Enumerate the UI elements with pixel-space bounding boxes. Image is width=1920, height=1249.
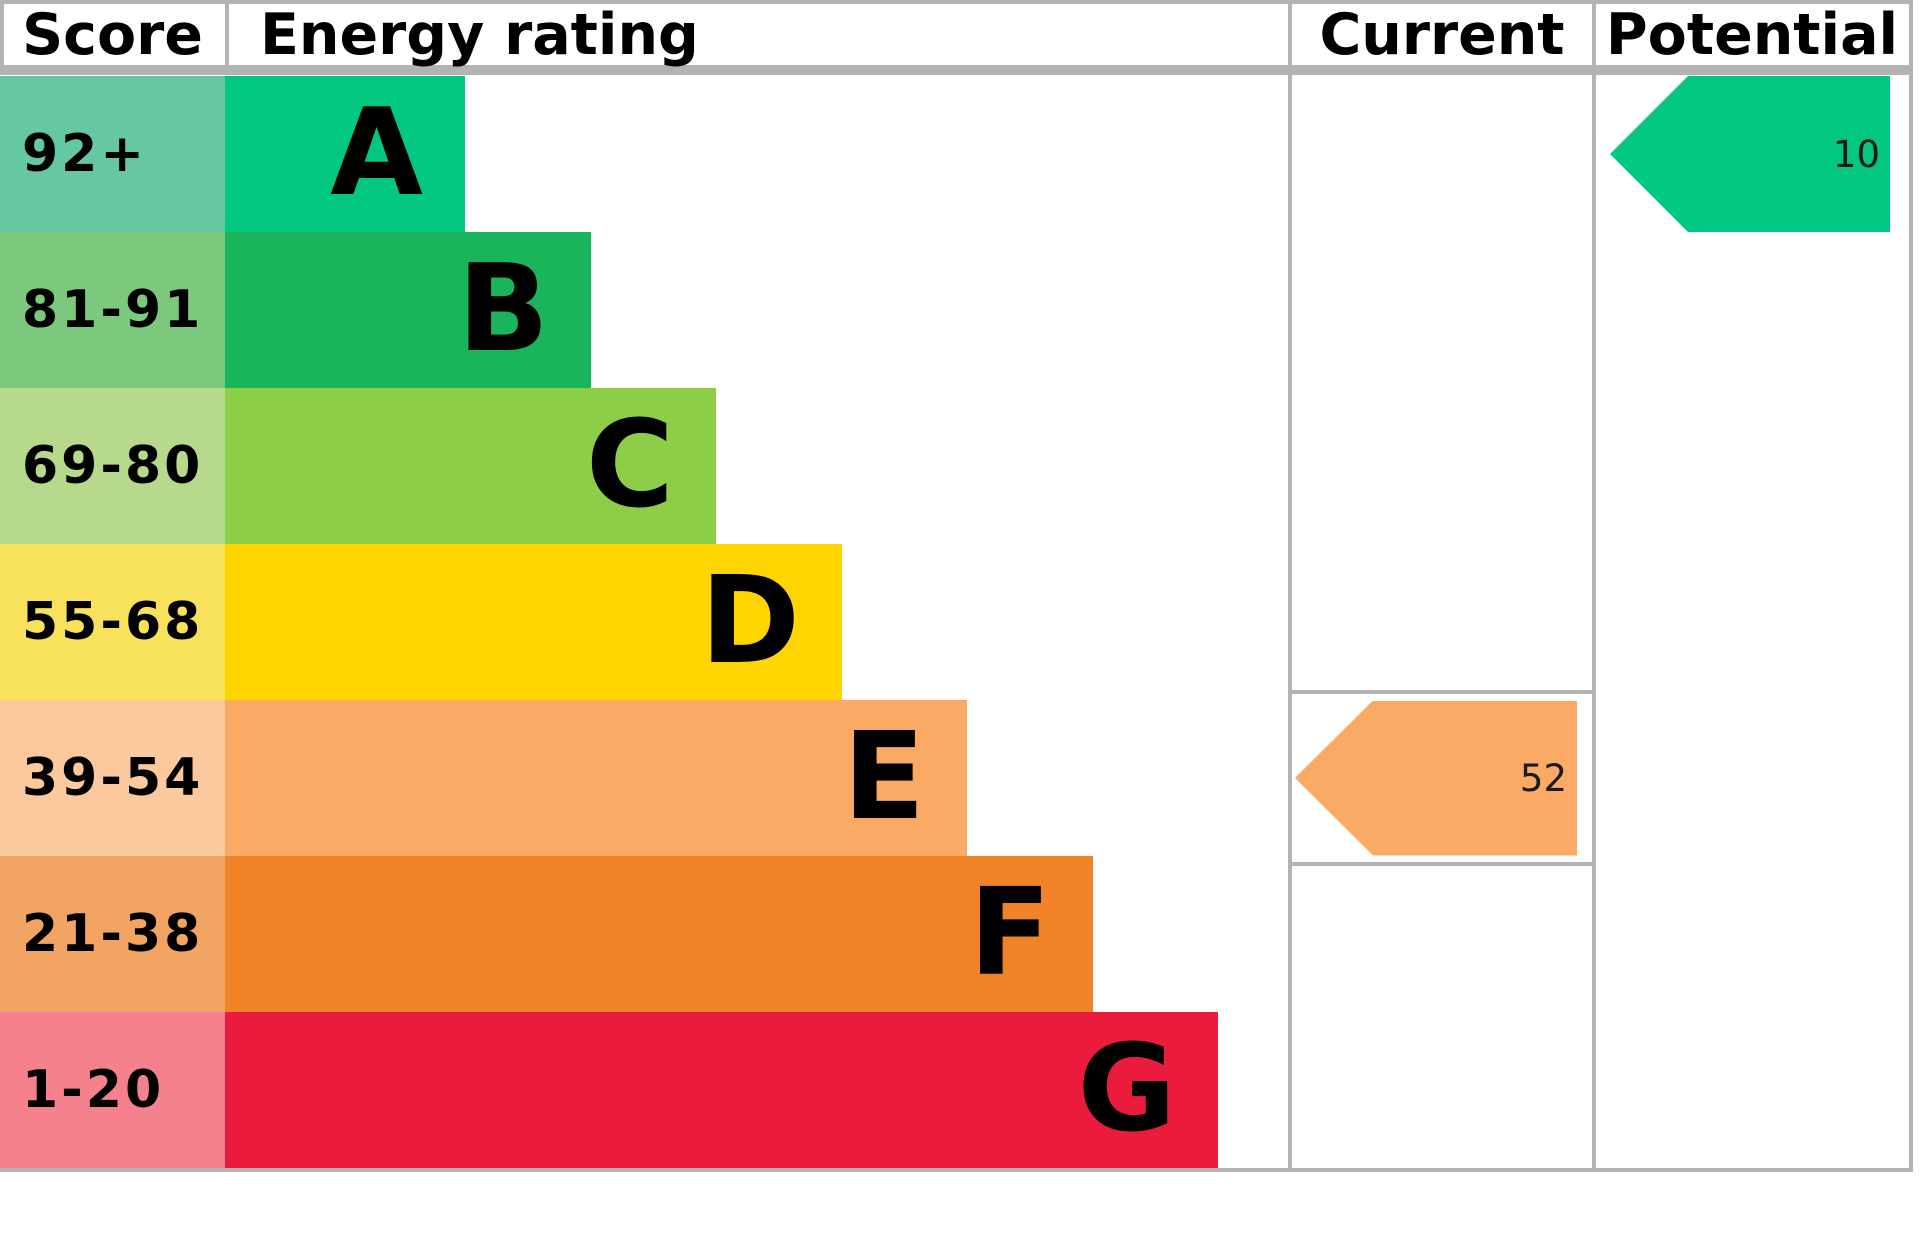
score-range-label: 1-20 — [22, 1060, 165, 1120]
rating-letter: C — [585, 396, 674, 535]
rating-bar: C — [225, 388, 716, 544]
rating-letter: F — [969, 864, 1051, 1003]
current-rating-arrow: 52 — [1295, 700, 1577, 856]
table-bottom-border — [0, 1168, 1913, 1172]
rating-letter: E — [843, 708, 925, 847]
rating-bar: B — [225, 232, 591, 388]
score-range-cell: 92+ — [0, 76, 225, 232]
rating-bar: G — [225, 1012, 1218, 1168]
score-range-cell: 81-91 — [0, 232, 225, 388]
band-row: 21-38 F — [0, 856, 1288, 1012]
rating-bar: D — [225, 544, 842, 700]
rating-bar: F — [225, 856, 1093, 1012]
current-rating-value: 52 — [1519, 756, 1567, 800]
score-range-label: 81-91 — [22, 280, 204, 340]
rating-letter: D — [700, 552, 800, 691]
band-row: 1-20 G — [0, 1012, 1288, 1168]
band-row: 69-80 C — [0, 388, 1288, 544]
header-left-border — [0, 0, 4, 75]
band-row: 55-68 D — [0, 544, 1288, 700]
score-range-cell: 21-38 — [0, 856, 225, 1012]
potential-rating-arrow: 10 — [1610, 76, 1890, 232]
table-top-border — [0, 0, 1913, 4]
band-row: 92+ A — [0, 76, 1288, 232]
score-range-cell: 69-80 — [0, 388, 225, 544]
rating-letter: B — [457, 240, 549, 379]
potential-column-divider — [1592, 0, 1596, 1168]
potential-marker-row: 10 — [1596, 76, 1909, 232]
header-bottom-border — [0, 65, 1913, 75]
current-column-divider — [1288, 0, 1292, 1168]
score-range-cell: 55-68 — [0, 544, 225, 700]
score-range-label: 21-38 — [22, 904, 204, 964]
score-range-label: 92+ — [22, 124, 147, 184]
current-column-header: Current — [1319, 2, 1565, 68]
score-column-header: Score — [22, 2, 203, 68]
current-value-column: 52 — [1292, 76, 1592, 1168]
score-range-cell: 39-54 — [0, 700, 225, 856]
current-marker-row: 52 — [1292, 690, 1592, 866]
score-range-label: 39-54 — [22, 748, 204, 808]
score-range-label: 55-68 — [22, 592, 204, 652]
potential-rating-value: 10 — [1832, 132, 1880, 176]
energy-rating-column-header: Energy rating — [260, 2, 699, 68]
potential-column-header: Potential — [1605, 2, 1899, 68]
rating-letter: G — [1077, 1020, 1177, 1159]
band-rows: 92+ A 81-91 B 69-80 C 55-68 D 39-54 — [0, 76, 1288, 1168]
band-row: 39-54 E — [0, 700, 1288, 856]
rating-bar: A — [225, 76, 465, 232]
score-column-divider — [225, 0, 229, 75]
rating-letter: A — [330, 84, 423, 223]
band-row: 81-91 B — [0, 232, 1288, 388]
score-range-label: 69-80 — [22, 436, 204, 496]
score-range-cell: 1-20 — [0, 1012, 225, 1168]
rating-bar: E — [225, 700, 967, 856]
table-right-border — [1909, 0, 1913, 1172]
potential-value-column: 10 — [1596, 76, 1909, 1168]
